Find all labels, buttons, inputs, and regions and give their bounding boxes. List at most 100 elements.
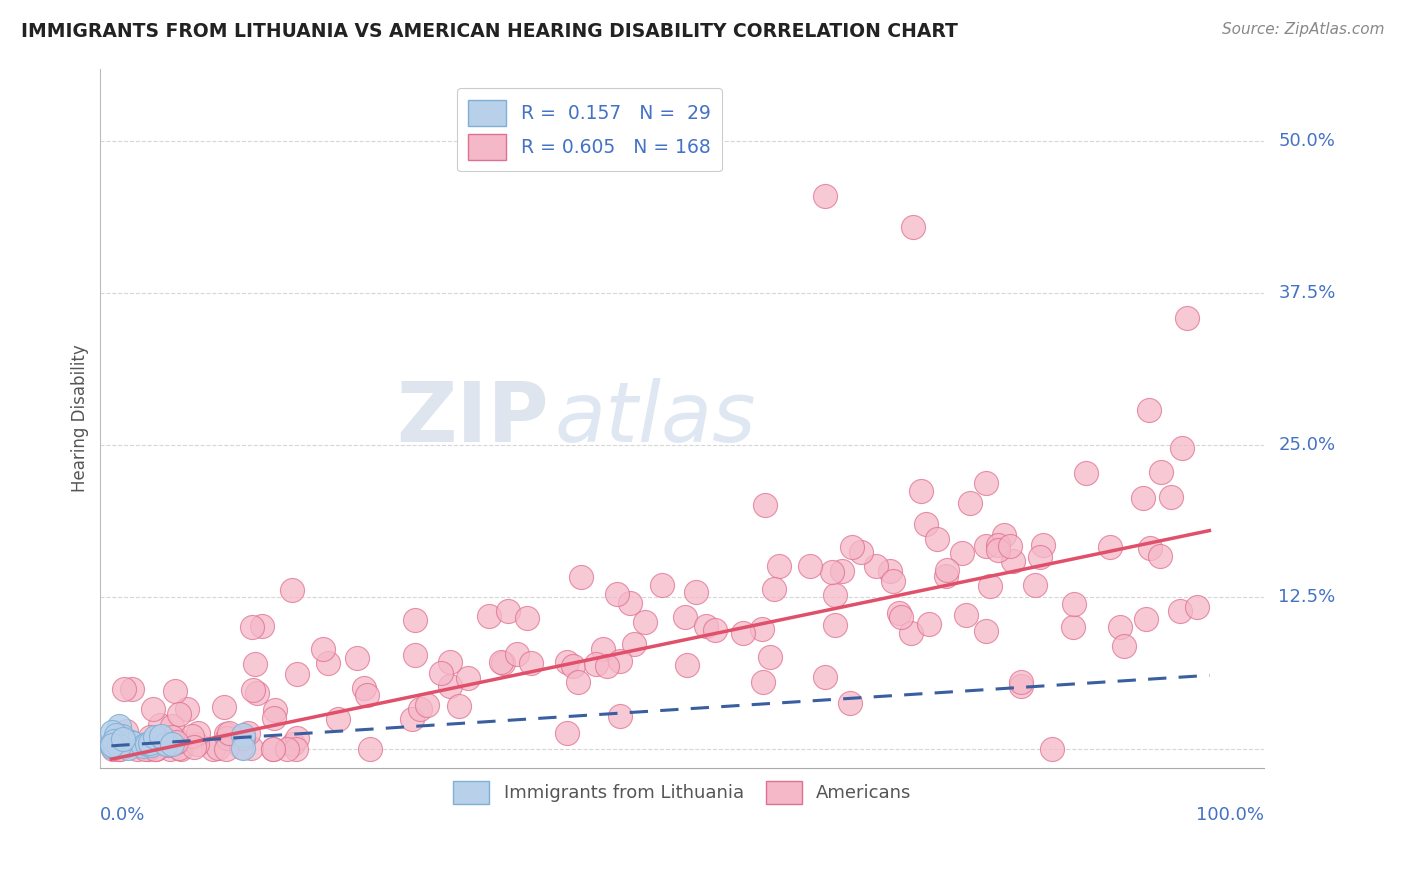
Point: [477, 609, 499, 624]
Point: [901, 219, 924, 234]
Point: [110, 736, 132, 750]
Point: [157, 739, 180, 753]
Point: [1074, 466, 1097, 480]
Point: [143, 742, 166, 756]
Point: [936, 563, 959, 577]
Point: [609, 654, 631, 668]
Point: [285, 742, 308, 756]
Point: [623, 637, 645, 651]
Point: [169, 740, 191, 755]
Point: [404, 648, 426, 663]
Point: [910, 483, 932, 498]
Point: [439, 679, 461, 693]
Point: [215, 731, 238, 745]
Point: [139, 739, 162, 753]
Point: [115, 738, 138, 752]
Point: [1114, 639, 1136, 653]
Point: [882, 574, 904, 588]
Point: [110, 729, 132, 743]
Point: [160, 730, 183, 744]
Point: [346, 651, 368, 665]
Point: [115, 724, 138, 739]
Point: [561, 658, 583, 673]
Point: [215, 742, 238, 756]
Point: [799, 559, 821, 574]
Point: [104, 740, 127, 755]
Point: [112, 732, 135, 747]
Point: [101, 742, 124, 756]
Point: [489, 655, 512, 669]
Point: [814, 670, 837, 684]
Y-axis label: Hearing Disability: Hearing Disability: [72, 344, 89, 492]
Point: [1132, 491, 1154, 505]
Point: [751, 622, 773, 636]
Point: [1024, 578, 1046, 592]
Point: [1002, 554, 1025, 568]
Text: 25.0%: 25.0%: [1278, 436, 1336, 454]
Point: [236, 725, 259, 739]
Point: [704, 624, 727, 638]
Point: [160, 719, 183, 733]
Point: [281, 583, 304, 598]
Point: [242, 683, 264, 698]
Point: [416, 698, 439, 712]
Point: [592, 641, 614, 656]
Point: [101, 739, 124, 754]
Point: [585, 657, 607, 672]
Point: [1177, 310, 1199, 325]
Point: [831, 564, 853, 578]
Point: [695, 618, 717, 632]
Point: [186, 737, 208, 751]
Point: [121, 681, 143, 696]
Point: [353, 681, 375, 695]
Point: [506, 647, 529, 661]
Point: [316, 656, 339, 670]
Point: [215, 727, 238, 741]
Point: [838, 696, 860, 710]
Point: [821, 565, 844, 579]
Point: [240, 741, 263, 756]
Text: Source: ZipAtlas.com: Source: ZipAtlas.com: [1222, 22, 1385, 37]
Point: [1010, 679, 1032, 693]
Point: [401, 713, 423, 727]
Point: [768, 559, 790, 574]
Point: [108, 742, 131, 756]
Point: [606, 587, 628, 601]
Point: [281, 737, 304, 751]
Point: [312, 642, 335, 657]
Point: [935, 569, 957, 583]
Point: [763, 582, 786, 597]
Point: [108, 739, 131, 754]
Point: [609, 709, 631, 723]
Point: [915, 516, 938, 531]
Point: [110, 731, 132, 746]
Point: [516, 611, 538, 625]
Point: [170, 742, 193, 756]
Point: [1135, 612, 1157, 626]
Point: [232, 728, 254, 742]
Point: [160, 737, 183, 751]
Point: [183, 739, 205, 754]
Point: [634, 615, 657, 630]
Point: [167, 706, 190, 721]
Point: [925, 533, 948, 547]
Point: [155, 737, 177, 751]
Point: [498, 604, 520, 618]
Point: [1168, 604, 1191, 618]
Point: [457, 671, 479, 685]
Point: [159, 742, 181, 756]
Point: [229, 740, 252, 755]
Point: [976, 624, 998, 639]
Point: [1185, 600, 1208, 615]
Point: [752, 675, 775, 690]
Text: atlas: atlas: [554, 377, 756, 458]
Point: [673, 610, 696, 624]
Point: [163, 683, 186, 698]
Point: [950, 546, 973, 560]
Point: [955, 608, 977, 623]
Point: [117, 739, 139, 754]
Point: [110, 742, 132, 756]
Point: [359, 742, 381, 756]
Point: [139, 738, 162, 752]
Point: [569, 570, 592, 584]
